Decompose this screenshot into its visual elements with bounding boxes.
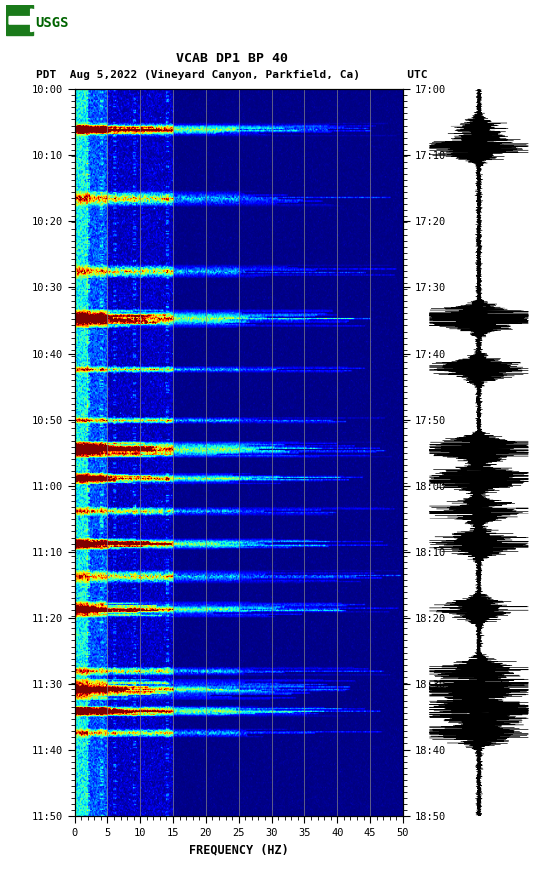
Text: VCAB DP1 BP 40: VCAB DP1 BP 40 <box>176 53 288 65</box>
Text: PDT  Aug 5,2022 (Vineyard Canyon, Parkfield, Ca)       UTC: PDT Aug 5,2022 (Vineyard Canyon, Parkfie… <box>36 70 428 80</box>
X-axis label: FREQUENCY (HZ): FREQUENCY (HZ) <box>189 844 289 856</box>
FancyArrow shape <box>9 9 95 31</box>
Text: USGS: USGS <box>36 16 69 29</box>
Bar <box>6 5 33 36</box>
